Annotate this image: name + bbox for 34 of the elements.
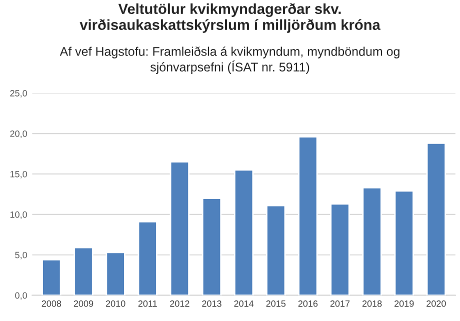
y-tick-label: 5,0 <box>15 252 27 260</box>
y-tick-label: 10,0 <box>10 211 27 219</box>
x-tick-label: 2019 <box>394 300 414 307</box>
x-tick-label: 2020 <box>426 300 446 307</box>
x-tick-label: 2009 <box>74 300 94 307</box>
bar <box>106 252 126 296</box>
x-tick-label: 2017 <box>330 300 350 307</box>
x-tick-label: 2011 <box>138 300 157 307</box>
bar <box>138 221 158 296</box>
bar <box>74 246 94 296</box>
x-tick-label: 2014 <box>234 300 254 307</box>
x-tick-label: 2008 <box>42 300 62 307</box>
y-tick-label: 20,0 <box>10 130 27 138</box>
x-tick-label: 2012 <box>170 300 190 307</box>
x-tick-label: 2015 <box>266 300 286 307</box>
bar <box>426 142 446 296</box>
bar <box>394 190 414 296</box>
y-tick-label: 25,0 <box>10 90 27 98</box>
x-tick-label: 2018 <box>362 300 382 307</box>
bar <box>298 136 318 296</box>
x-tick-label: 2016 <box>298 300 318 307</box>
bar <box>362 187 382 296</box>
bar <box>170 161 190 296</box>
bar <box>42 259 62 296</box>
y-tick-label: 15,0 <box>10 170 27 178</box>
y-tick-label: 0,0 <box>15 292 27 300</box>
x-tick-label: 2013 <box>202 300 222 307</box>
x-tick-label: 2010 <box>106 300 126 307</box>
bar <box>330 203 350 296</box>
bar <box>202 198 222 296</box>
chart-title: Veltutölur kvikmyndagerðar skv. virðisaukaskattskýrslum í milljörðum króna <box>80 3 380 33</box>
bar <box>234 169 254 296</box>
chart-subtitle: Af vef Hagstofu: Framleiðsla á kvikmyndum, myndböndum og sjónvarpsefni (ÍSAT nr. 5911) <box>60 46 400 74</box>
bar <box>266 204 286 296</box>
